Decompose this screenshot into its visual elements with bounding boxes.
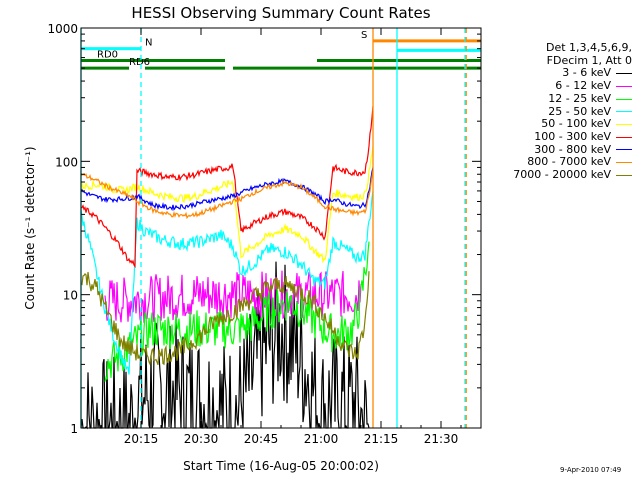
legend-header-1: Det 1,3,4,5,6,9, [545,41,632,54]
series-lines [80,105,374,430]
legend-item: 25 - 50 keV [487,104,632,119]
legend-label: 300 - 800 keV [534,142,611,156]
legend-label: 25 - 50 keV [548,104,611,118]
x-tick-label: 20:30 [184,432,219,446]
state-bar-label: RD6 [129,57,150,68]
y-axis-label: Count Rate (s⁻¹ detector⁻¹) [23,146,37,309]
legend-label: 12 - 25 keV [548,91,611,105]
x-tick-label: 21:00 [304,432,339,446]
legend-item: 50 - 100 keV [487,118,632,131]
y-tick-label: 10 [63,289,78,303]
x-axis: 20:15 20:30 20:45 21:00 21:15 21:30 [100,28,462,446]
x-tick-label: 20:45 [244,432,279,446]
legend-item: 6 - 12 keV [487,79,632,93]
legend-header-2: FDecim 1, Att 0 [546,53,632,67]
legend-label: 100 - 300 keV [534,129,611,143]
state-bar-label: N [145,38,152,49]
legend-label: 50 - 100 keV [541,117,611,131]
y-axis: 1 10 100 1000 [47,22,481,436]
state-bar-label: S [361,30,367,41]
x-tick-label: 21:30 [424,432,459,446]
y-tick-label: 1 [70,422,78,436]
legend-item: 12 - 25 keV [487,91,632,106]
legend-item: 300 - 800 keV [487,142,632,157]
series-line-4 [80,146,374,264]
state-bar-label: RD0 [97,50,118,61]
footer-timestamp: 9-Apr-2010 07:49 [560,466,622,474]
series-line-5 [81,105,374,269]
legend-label: 6 - 12 keV [555,79,611,93]
legend-swatch [616,111,632,113]
y-tick-label: 1000 [47,22,78,36]
chart-title: HESSI Observing Summary Count Rates [131,4,430,22]
series-line-6 [80,167,374,211]
series-line-7 [80,170,374,220]
legend-item: 3 - 6 keV [487,67,632,80]
x-axis-label: Start Time (16-Aug-05 20:00:02) [183,459,379,473]
legend-swatch [616,149,632,151]
series-line-1 [104,270,362,324]
legend-swatch [616,136,632,138]
legend-swatch [616,162,632,164]
state-bars: N RD0 RD6 S [81,30,481,70]
legend: Det 1,3,4,5,6,9, FDecim 1, Att 0 3 - 6 k… [487,41,632,182]
legend-swatch [616,73,632,75]
legend-swatch [616,174,632,176]
x-tick-label: 20:15 [124,432,159,446]
series-line-3 [80,190,374,375]
legend-swatch [616,124,632,126]
legend-item: 800 - 7000 keV [487,156,632,169]
legend-label: 3 - 6 keV [562,66,611,80]
legend-item: 100 - 300 keV [487,129,632,144]
legend-label: 7000 - 20000 keV [513,168,611,182]
legend-item: 7000 - 20000 keV [487,168,632,182]
y-tick-label: 100 [55,155,78,169]
legend-label: 800 - 7000 keV [527,155,611,169]
legend-swatch [616,85,632,87]
x-tick-label: 21:15 [364,432,399,446]
legend-swatch [616,98,632,100]
series-line-8 [80,271,370,367]
